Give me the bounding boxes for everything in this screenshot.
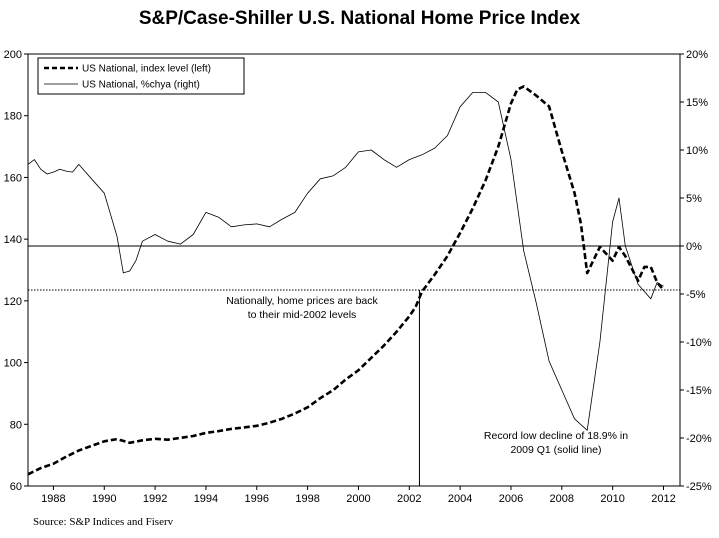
right-tick-label-2: -15% xyxy=(686,385,712,397)
left-axis: 60 80 100 120 140 160 180 200 xyxy=(4,49,28,493)
annotation-record-low-line2: 2009 Q1 (solid line) xyxy=(510,444,601,456)
legend: US National, index level (left) US Natio… xyxy=(37,57,245,95)
x-tick-label-6: 2000 xyxy=(346,493,370,505)
x-tick-label-7: 2002 xyxy=(397,493,421,505)
series-line-0 xyxy=(27,85,665,476)
x-tick-label-0: 1988 xyxy=(41,493,65,505)
x-tick-label-11: 2010 xyxy=(600,493,624,505)
right-tick-label-7: 10% xyxy=(686,145,708,157)
source-note: Source: S&P Indices and Fiserv xyxy=(33,516,174,528)
series-layer xyxy=(27,85,665,476)
x-tick-label-5: 1998 xyxy=(295,493,319,505)
annotations: Nationally, home prices are back to thei… xyxy=(226,295,628,456)
right-tick-label-6: 5% xyxy=(686,193,702,205)
x-tick-label-10: 2008 xyxy=(550,493,574,505)
annotation-mid2002-line2: to their mid-2002 levels xyxy=(248,309,357,321)
legend-label-chya: US National, %chya (right) xyxy=(82,80,200,91)
legend-box xyxy=(37,57,245,95)
left-tick-label-2: 100 xyxy=(4,358,22,370)
right-tick-label-3: -10% xyxy=(686,337,712,349)
x-tick-label-12: 2012 xyxy=(651,493,675,505)
left-tick-label-0: 60 xyxy=(10,481,22,493)
right-axis: -25% -20% -15% -10% -5% 0% 5% 10% 15% 20% xyxy=(680,49,712,493)
right-tick-label-8: 15% xyxy=(686,97,708,109)
annotation-record-low-line1: Record low decline of 18.9% in xyxy=(484,430,628,442)
left-tick-label-7: 200 xyxy=(4,49,22,61)
chart-title: S&P/Case-Shiller U.S. National Home Pric… xyxy=(138,8,581,29)
annotation-mid2002-line1: Nationally, home prices are back xyxy=(226,295,378,307)
right-tick-label-5: 0% xyxy=(686,241,702,253)
x-tick-label-8: 2004 xyxy=(448,493,472,505)
left-tick-label-4: 140 xyxy=(4,234,22,246)
right-tick-label-0: -25% xyxy=(686,481,712,493)
plot-area xyxy=(27,53,681,487)
x-axis: 1988 1990 1992 1994 1996 1998 2000 2002 2004 2006… xyxy=(41,486,676,505)
x-tick-label-3: 1994 xyxy=(194,493,218,505)
left-tick-label-5: 160 xyxy=(4,172,22,184)
reference-lines xyxy=(28,245,680,486)
left-tick-label-3: 120 xyxy=(4,296,22,308)
x-tick-label-1: 1990 xyxy=(92,493,116,505)
right-tick-label-1: -20% xyxy=(686,433,712,445)
left-tick-label-6: 180 xyxy=(4,111,22,123)
right-tick-label-4: -5% xyxy=(686,289,706,301)
series-line-1 xyxy=(27,92,664,431)
left-tick-label-1: 80 xyxy=(10,419,22,431)
plot-border xyxy=(27,53,681,487)
legend-label-index: US National, index level (left) xyxy=(82,64,211,75)
x-tick-label-2: 1992 xyxy=(143,493,167,505)
right-tick-label-9: 20% xyxy=(686,49,708,61)
x-tick-label-4: 1996 xyxy=(245,493,269,505)
x-tick-label-9: 2006 xyxy=(499,493,523,505)
